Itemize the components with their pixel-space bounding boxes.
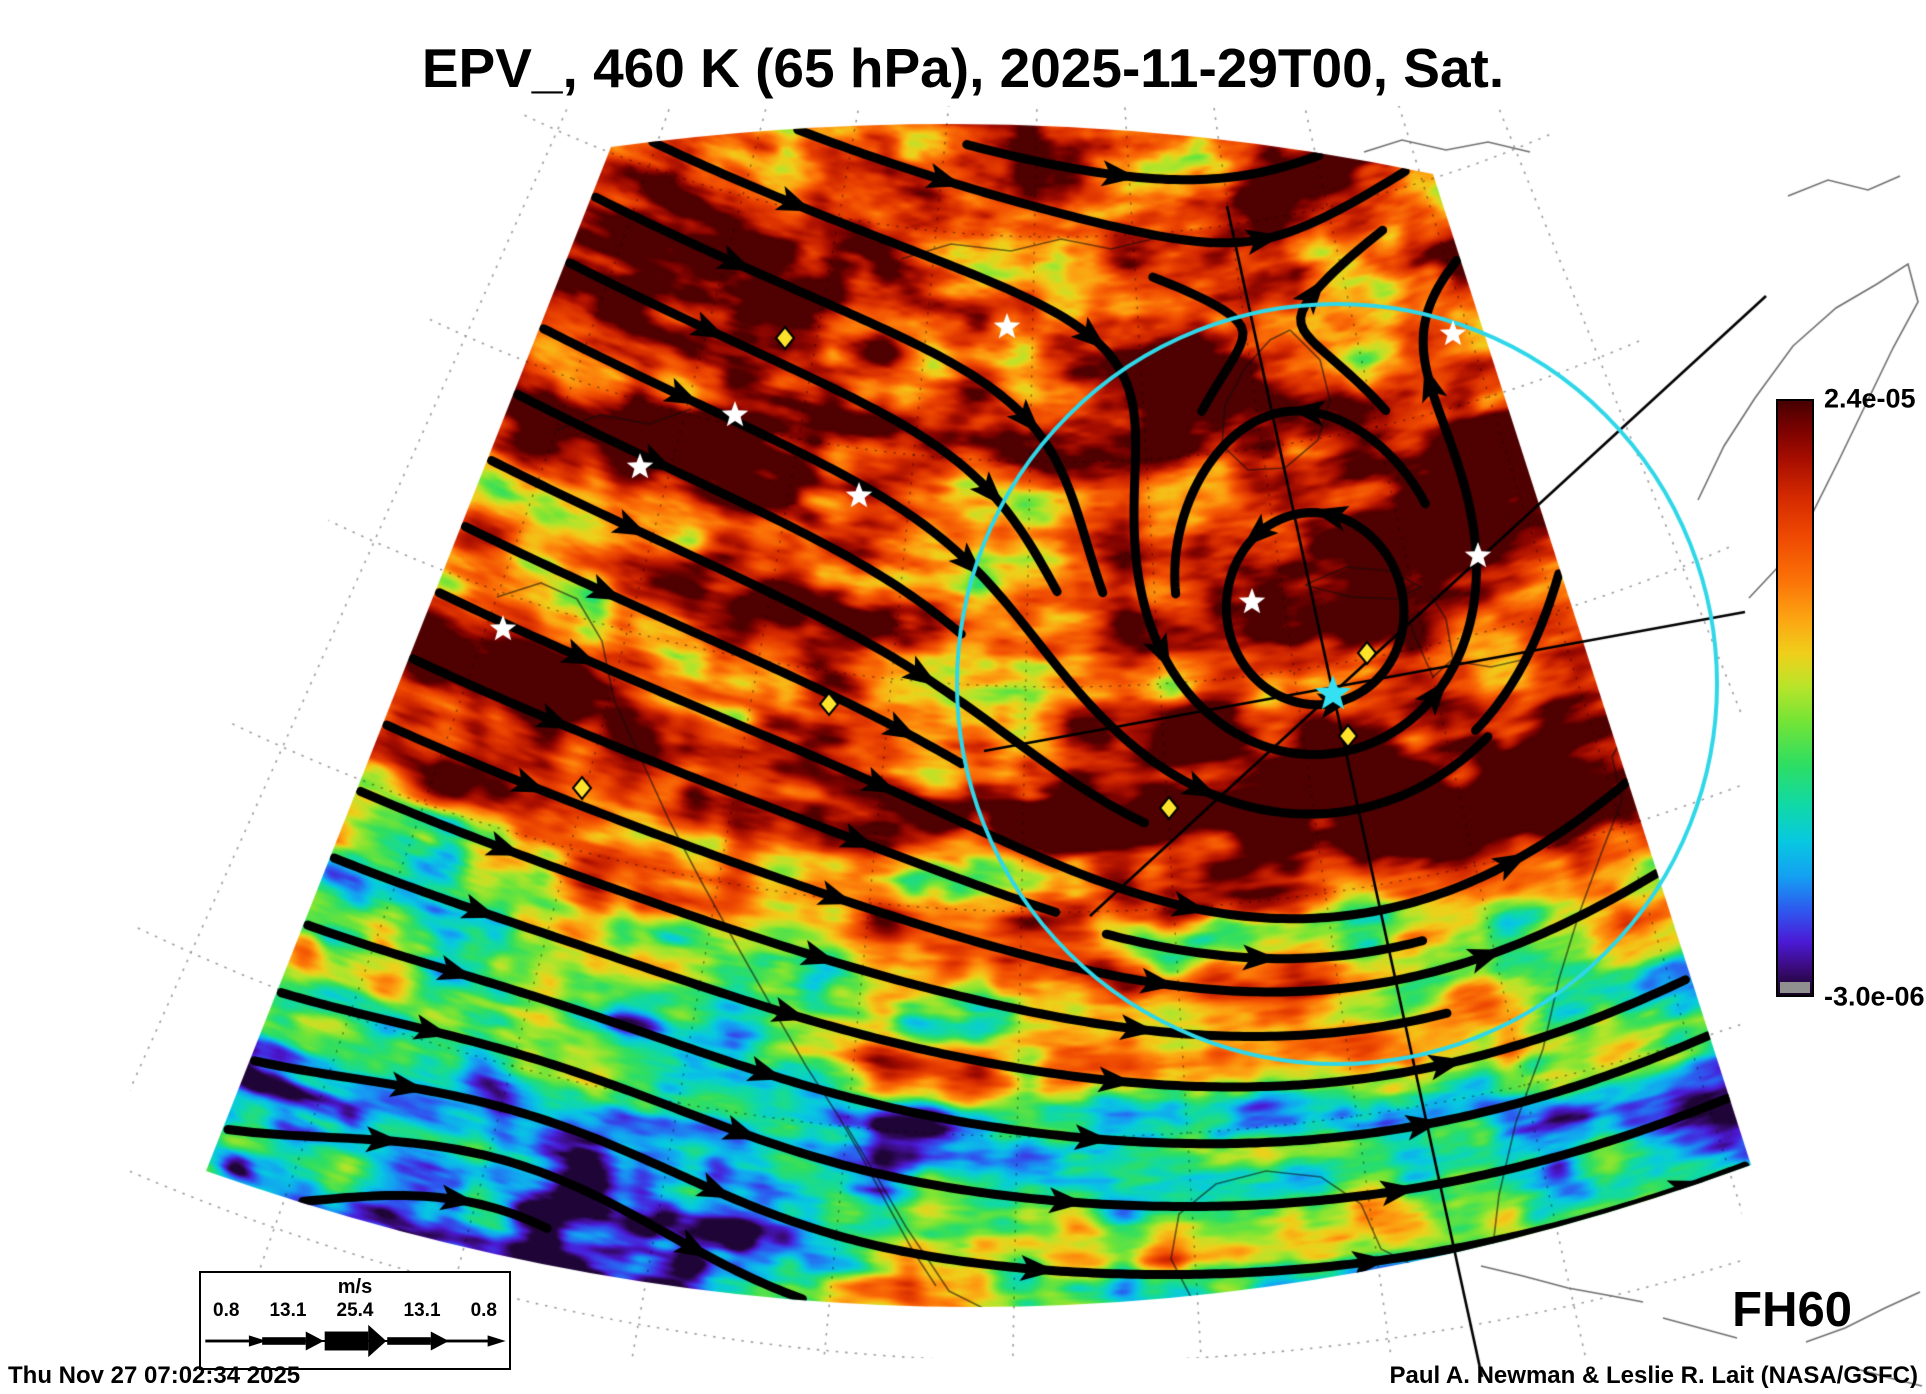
colorbar-min-label: -3.0e-06 [1824,981,1925,1012]
wind-scale-label: 13.1 [403,1300,441,1321]
wind-scale-legend: m/s 0.8 13.1 25.4 13.1 0.8 [199,1271,511,1370]
colorbar: 2.4e-05 -3.0e-06 [1776,384,1925,1012]
wind-scale-label: 0.8 [213,1300,240,1321]
forecast-hour-label: FH60 [1732,1283,1852,1337]
wind-scale-label: 25.4 [336,1300,374,1321]
colorbar-max-label: 2.4e-05 [1824,383,1916,414]
plot-title: EPV_, 460 K (65 hPa), 2025-11-29T00, Sat… [421,37,1505,99]
wind-scale-label: 13.1 [269,1300,307,1321]
creation-timestamp: Thu Nov 27 07:02:34 2025 [8,1362,301,1389]
colorbar-gradient [1776,399,1814,997]
wind-scale-arrows-icon [205,1324,506,1358]
colorbar-below-min-cap [1780,982,1810,993]
wind-scale-values: 0.8 13.1 25.4 13.1 0.8 [201,1300,509,1322]
wind-scale-unit: m/s [337,1276,373,1298]
credit-text: Paul A. Newman & Leslie R. Lait (NASA/GS… [1389,1362,1918,1389]
wind-scale-label: 0.8 [470,1300,497,1321]
